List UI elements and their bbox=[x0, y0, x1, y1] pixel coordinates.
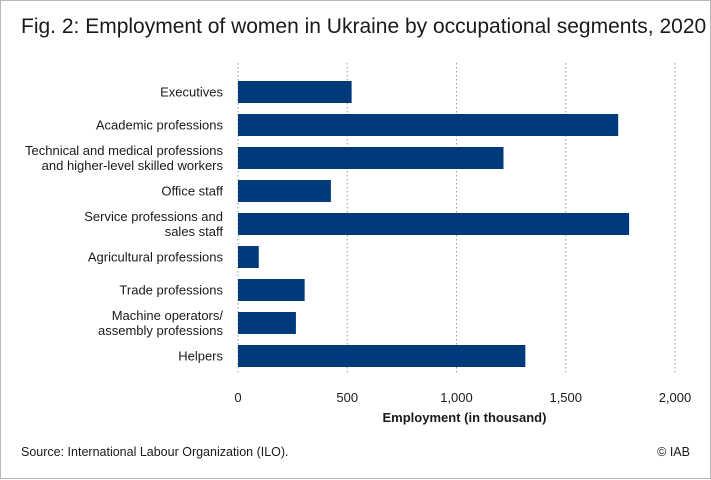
x-axis-label: Employment (in thousand) bbox=[383, 410, 547, 425]
category-label: and higher-level skilled workers bbox=[42, 158, 224, 173]
bar bbox=[238, 312, 296, 334]
bar bbox=[238, 114, 619, 136]
x-tick-label: 1,500 bbox=[549, 390, 582, 405]
category-label: assembly professions bbox=[98, 323, 223, 338]
category-label: Trade professions bbox=[119, 283, 223, 298]
category-label: Machine operators/ bbox=[112, 308, 224, 323]
x-tick-label: 500 bbox=[336, 390, 358, 405]
x-tick-label: 2,000 bbox=[659, 390, 692, 405]
bar bbox=[238, 147, 504, 169]
category-label: Agricultural professions bbox=[88, 250, 224, 265]
category-label: Academic professions bbox=[96, 118, 224, 133]
bar bbox=[238, 345, 526, 367]
source-note: Source: International Labour Organizatio… bbox=[21, 445, 289, 459]
x-tick-label: 1,000 bbox=[440, 390, 473, 405]
bar bbox=[238, 180, 331, 202]
x-tick-label: 0 bbox=[234, 390, 241, 405]
category-label: Executives bbox=[160, 85, 223, 100]
bar bbox=[238, 213, 630, 235]
category-label: sales staff bbox=[165, 224, 224, 239]
bar bbox=[238, 81, 352, 103]
bar bbox=[238, 246, 259, 268]
category-label: Technical and medical professions bbox=[25, 143, 223, 158]
category-label: Office staff bbox=[161, 184, 223, 199]
chart-title: Fig. 2: Employment of women in Ukraine b… bbox=[21, 15, 707, 38]
bar bbox=[238, 279, 305, 301]
category-label: Helpers bbox=[178, 349, 223, 364]
copyright-note: © IAB bbox=[657, 445, 690, 459]
category-label: Service professions and bbox=[84, 209, 223, 224]
